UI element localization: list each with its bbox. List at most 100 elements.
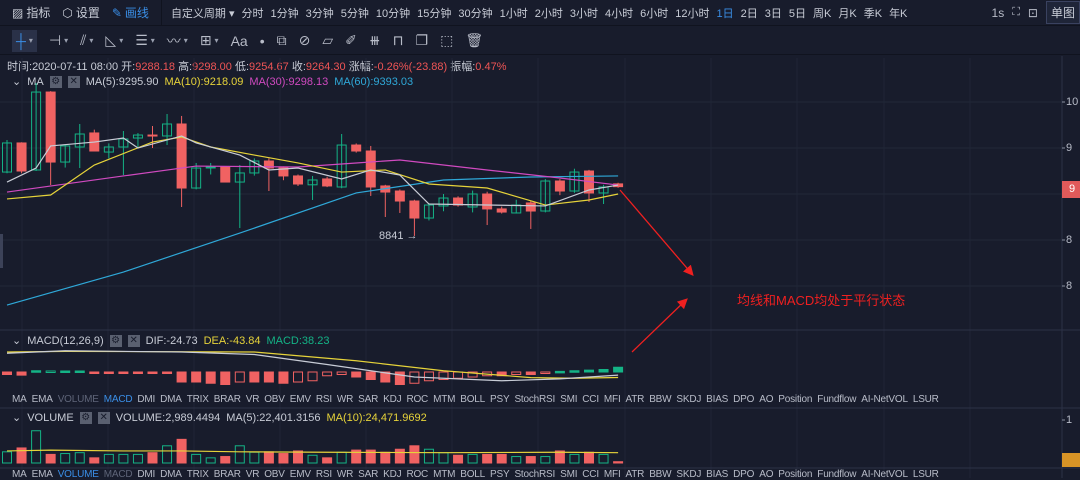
indicator-tab-lsur[interactable]: LSUR [912, 469, 939, 480]
indicator-tab-mtm[interactable]: MTM [433, 394, 456, 405]
wave-icon[interactable]: 〰 ▾ [166, 32, 188, 49]
period-17[interactable]: 周K [813, 7, 832, 20]
indicator-tab-dmi[interactable]: DMI [137, 394, 156, 405]
collapse-icon[interactable]: ⌄ [12, 335, 22, 347]
indicator-tab-mfi[interactable]: MFI [603, 469, 621, 480]
close-icon[interactable]: ✕ [127, 334, 140, 347]
indicator-tab-cci[interactable]: CCI [582, 394, 599, 405]
indicator-tab-obv[interactable]: OBV [264, 469, 285, 480]
custom-period-dropdown[interactable]: 自定义周期 ▾ [170, 7, 235, 20]
indicator-tab-volume[interactable]: VOLUME [57, 469, 99, 480]
period-15[interactable]: 3日 [764, 7, 782, 20]
indicator-tab-mtm[interactable]: MTM [433, 469, 456, 480]
period-16[interactable]: 5日 [788, 7, 807, 20]
indicator-tab-position[interactable]: Position [778, 469, 813, 480]
link-icon[interactable]: ⊘ [298, 32, 311, 48]
caret-down-icon[interactable]: ▾ [89, 36, 94, 45]
ruler-icon[interactable]: ▱ [322, 32, 334, 48]
period-0[interactable]: 分时 [241, 7, 264, 20]
indicator-tab-bias[interactable]: BIAS [706, 469, 729, 480]
indicator-tab-trix[interactable]: TRIX [186, 469, 209, 480]
refresh-interval[interactable]: 1s [991, 5, 1005, 20]
indicator-tab-atr[interactable]: ATR [625, 394, 645, 405]
parallel-lines-icon[interactable]: ☰ ▾ [135, 32, 155, 48]
fullscreen-icon[interactable]: ⛶ [1012, 6, 1020, 18]
period-13[interactable]: 1日 [716, 7, 734, 20]
indicator-tab-ai-netvol[interactable]: AI-NetVOL [861, 394, 908, 405]
period-1[interactable]: 1分钟 [270, 7, 299, 20]
indicator-tab-bbw[interactable]: BBW [649, 394, 672, 405]
indicator-tab-fundflow[interactable]: Fundflow [817, 394, 857, 405]
trash-icon[interactable]: 🗑 [465, 32, 484, 48]
indicator-tab-sar[interactable]: SAR [358, 469, 379, 480]
magnet-icon[interactable]: ⧉ [276, 32, 287, 48]
caret-down-icon[interactable]: ▾ [119, 36, 124, 45]
side-panel-handle[interactable] [0, 234, 3, 268]
indicator-tab-skdj[interactable]: SKDJ [676, 394, 702, 405]
indicator-tab-smi[interactable]: SMI [560, 469, 578, 480]
collapse-icon[interactable]: ⌄ [12, 76, 22, 88]
indicator-tab-dpo[interactable]: DPO [733, 469, 755, 480]
period-11[interactable]: 6小时 [640, 7, 669, 20]
period-10[interactable]: 4小时 [605, 7, 634, 20]
indicator-tab-obv[interactable]: OBV [264, 394, 285, 405]
indicator-tab-mfi[interactable]: MFI [603, 394, 621, 405]
draw-button[interactable]: ✎ 画线 [111, 5, 149, 21]
period-7[interactable]: 1小时 [499, 7, 528, 20]
indicator-tab-ao[interactable]: AO [759, 394, 774, 405]
indicator-tab-wr[interactable]: WR [336, 469, 354, 480]
indicator-tab-rsi[interactable]: RSI [315, 469, 332, 480]
indicator-tab-macd[interactable]: MACD [103, 394, 133, 405]
caret-down-icon[interactable]: ▾ [28, 36, 33, 45]
indicator-tab-psy[interactable]: PSY [490, 394, 510, 405]
indicator-tab-ai-netvol[interactable]: AI-NetVOL [861, 469, 908, 480]
indicator-tab-vr[interactable]: VR [245, 394, 260, 405]
indicator-tab-cci[interactable]: CCI [582, 469, 599, 480]
indicator-tab-macd[interactable]: MACD [103, 469, 133, 480]
indicator-tab-smi[interactable]: SMI [560, 394, 578, 405]
trend-line-icon[interactable]: ⫽ ▾ [80, 32, 94, 48]
indicator-tab-psy[interactable]: PSY [490, 469, 510, 480]
period-2[interactable]: 3分钟 [305, 7, 334, 20]
period-20[interactable]: 年K [889, 7, 908, 20]
indicator-tab-ma[interactable]: MA [12, 469, 27, 480]
horizontal-line-icon[interactable]: ⊣ ▾ [48, 32, 69, 48]
crosshair-icon[interactable]: ┼ ▾ [12, 29, 37, 52]
indicator-tab-dmi[interactable]: DMI [137, 469, 156, 480]
indicator-tab-boll[interactable]: BOLL [460, 469, 486, 480]
period-6[interactable]: 30分钟 [458, 7, 493, 20]
add-window-icon[interactable]: ⊡ [1027, 5, 1038, 20]
hide-icon[interactable]: ⬚ [440, 32, 454, 48]
indicator-tab-volume[interactable]: VOLUME [57, 394, 99, 405]
indicator-tab-roc[interactable]: ROC [406, 394, 429, 405]
copy-icon[interactable]: ❐ [415, 32, 429, 48]
indicator-tab-dma[interactable]: DMA [160, 394, 182, 405]
indicator-tab-stochrsi[interactable]: StochRSI [514, 469, 556, 480]
indicator-tab-emv[interactable]: EMV [289, 394, 311, 405]
indicator-tab-vr[interactable]: VR [245, 469, 260, 480]
gear-icon[interactable]: ⚙ [79, 411, 92, 424]
indicator-tab-dpo[interactable]: DPO [733, 394, 755, 405]
rectangle-icon[interactable]: ⊞ ▾ [199, 32, 219, 48]
close-icon[interactable]: ✕ [97, 411, 110, 424]
indicator-tab-bias[interactable]: BIAS [706, 394, 729, 405]
indicator-tab-sar[interactable]: SAR [358, 394, 379, 405]
text-icon[interactable]: • [259, 32, 265, 49]
indicator-tab-position[interactable]: Position [778, 394, 813, 405]
indicator-tab-skdj[interactable]: SKDJ [676, 469, 702, 480]
fibonacci-icon[interactable]: ⧻ [368, 32, 381, 48]
caret-down-icon[interactable]: ▾ [150, 36, 155, 45]
indicator-tab-fundflow[interactable]: Fundflow [817, 469, 857, 480]
indicator-tab-ma[interactable]: MA [12, 394, 27, 405]
period-8[interactable]: 2小时 [534, 7, 563, 20]
period-18[interactable]: 月K [838, 7, 857, 20]
period-3[interactable]: 5分钟 [340, 7, 369, 20]
period-14[interactable]: 2日 [740, 7, 758, 20]
indicator-tab-ema[interactable]: EMA [31, 469, 53, 480]
gear-icon[interactable]: ⚙ [109, 334, 122, 347]
indicator-tab-brar[interactable]: BRAR [213, 394, 241, 405]
indicator-tab-ema[interactable]: EMA [31, 394, 53, 405]
indicator-tab-boll[interactable]: BOLL [460, 394, 486, 405]
indicator-tab-kdj[interactable]: KDJ [383, 394, 402, 405]
chart-mode-select[interactable]: 单图 [1045, 1, 1080, 24]
